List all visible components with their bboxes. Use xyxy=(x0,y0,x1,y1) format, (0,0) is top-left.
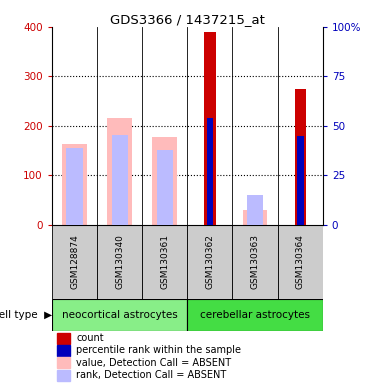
Text: cerebellar astrocytes: cerebellar astrocytes xyxy=(200,310,310,320)
Bar xyxy=(66,148,83,225)
Bar xyxy=(295,89,306,225)
Bar xyxy=(187,299,323,331)
Bar xyxy=(207,118,213,225)
Text: GSM130361: GSM130361 xyxy=(160,234,169,289)
Text: GSM130362: GSM130362 xyxy=(206,234,214,289)
Bar xyxy=(52,225,97,299)
Text: GSM130363: GSM130363 xyxy=(250,234,260,289)
Bar xyxy=(233,225,278,299)
Bar xyxy=(58,358,69,368)
Text: value, Detection Call = ABSENT: value, Detection Call = ABSENT xyxy=(76,358,232,368)
Bar xyxy=(97,225,142,299)
Bar xyxy=(297,136,303,225)
Bar xyxy=(112,135,128,225)
Text: GSM130364: GSM130364 xyxy=(296,234,305,289)
Bar xyxy=(62,144,87,225)
Bar xyxy=(243,210,267,225)
Bar xyxy=(107,118,132,225)
Text: cell type  ▶: cell type ▶ xyxy=(0,310,52,320)
Bar xyxy=(52,299,187,331)
Bar xyxy=(187,225,233,299)
Bar xyxy=(278,225,323,299)
Title: GDS3366 / 1437215_at: GDS3366 / 1437215_at xyxy=(110,13,265,26)
Text: GSM130340: GSM130340 xyxy=(115,234,124,289)
Bar xyxy=(152,137,177,225)
Text: rank, Detection Call = ABSENT: rank, Detection Call = ABSENT xyxy=(76,370,227,380)
Text: percentile rank within the sample: percentile rank within the sample xyxy=(76,346,241,356)
Bar xyxy=(58,370,69,381)
Text: count: count xyxy=(76,333,104,343)
Text: neocortical astrocytes: neocortical astrocytes xyxy=(62,310,177,320)
Bar xyxy=(142,225,187,299)
Bar xyxy=(247,195,263,225)
Bar xyxy=(58,333,69,344)
Bar xyxy=(58,345,69,356)
Text: GSM128874: GSM128874 xyxy=(70,235,79,289)
Bar xyxy=(157,149,173,225)
Bar xyxy=(204,32,216,225)
